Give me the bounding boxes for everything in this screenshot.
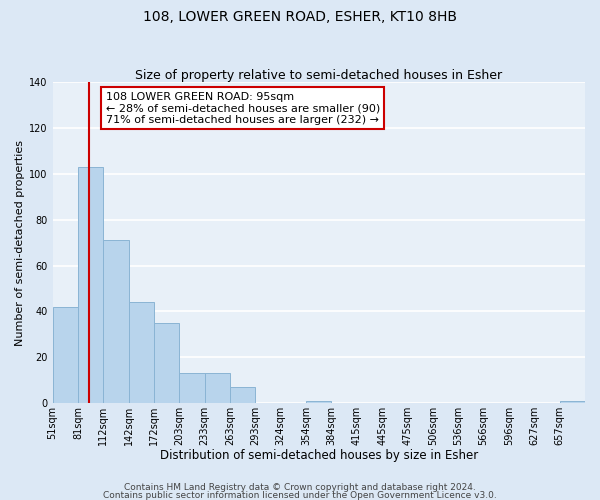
Bar [53,307,78,403]
Y-axis label: Number of semi-detached properties: Number of semi-detached properties [15,140,25,346]
Text: 108, LOWER GREEN ROAD, ESHER, KT10 8HB: 108, LOWER GREEN ROAD, ESHER, KT10 8HB [143,10,457,24]
X-axis label: Distribution of semi-detached houses by size in Esher: Distribution of semi-detached houses by … [160,450,478,462]
Text: Contains HM Land Registry data © Crown copyright and database right 2024.: Contains HM Land Registry data © Crown c… [124,484,476,492]
Text: Contains public sector information licensed under the Open Government Licence v3: Contains public sector information licen… [103,490,497,500]
Bar [230,387,256,403]
Bar [179,374,205,403]
Text: 108 LOWER GREEN ROAD: 95sqm
← 28% of semi-detached houses are smaller (90)
71% o: 108 LOWER GREEN ROAD: 95sqm ← 28% of sem… [106,92,380,125]
Bar [78,167,103,403]
Bar [306,401,331,403]
Bar [154,323,179,403]
Title: Size of property relative to semi-detached houses in Esher: Size of property relative to semi-detach… [135,69,502,82]
Bar [560,401,585,403]
Bar [128,302,154,403]
Bar [103,240,128,403]
Bar [205,374,230,403]
